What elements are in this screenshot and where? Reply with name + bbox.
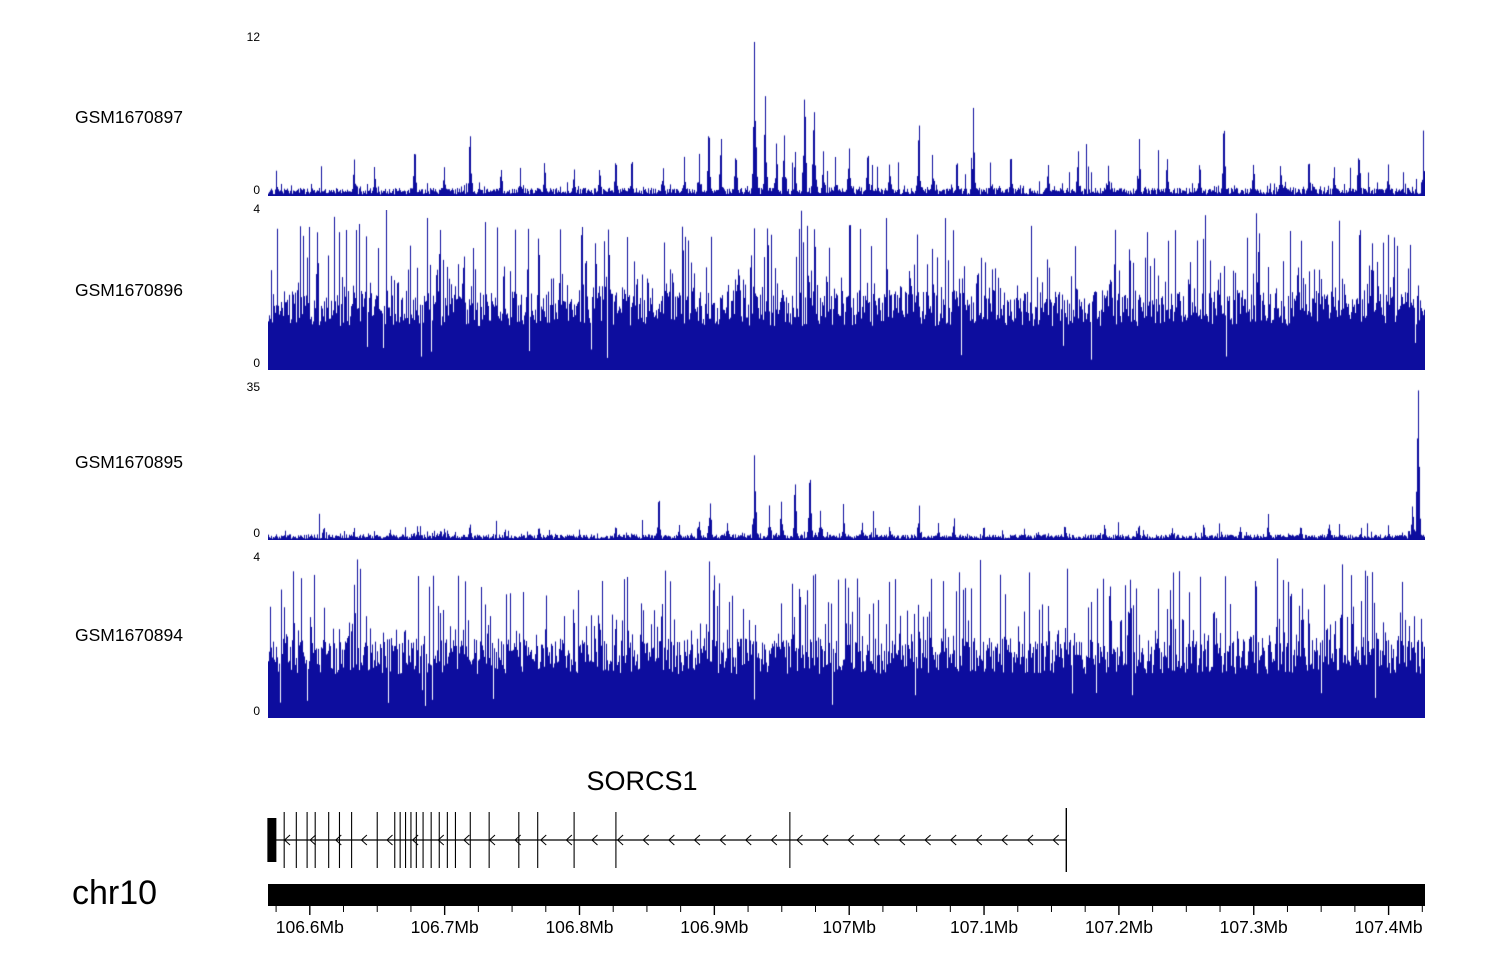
track-1-signal-plot	[268, 38, 1425, 196]
track-1-y0-label: 0	[253, 183, 260, 197]
track-4-ymax-label: 4	[253, 550, 260, 564]
axis-tick-label-107-3: 107.3Mb	[1219, 917, 1288, 937]
axis-tick-label-107-4: 107.4Mb	[1354, 917, 1423, 937]
track-1-label: GSM1670897	[75, 107, 183, 127]
gene-model-diagram	[267, 808, 1068, 872]
chromosome-name-label: chr10	[72, 874, 158, 912]
axis-tick-label-106-8: 106.8Mb	[545, 917, 614, 937]
track-3-label: GSM1670895	[75, 452, 183, 472]
track-4-label: GSM1670894	[75, 625, 183, 645]
track-3-ymax-label: 35	[246, 380, 260, 394]
axis-tick-label-107-2: 107.2Mb	[1084, 917, 1153, 937]
axis-tick-label-106-6: 106.6Mb	[275, 917, 344, 937]
track-3-signal-plot	[268, 388, 1425, 540]
track-2-ymax-label: 4	[253, 202, 260, 216]
axis-tick-label-106-7: 106.7Mb	[410, 917, 479, 937]
track-2-label: GSM1670896	[75, 280, 183, 300]
track-4-y0-label: 0	[253, 704, 260, 718]
chromosome-bar-axis	[268, 884, 1425, 915]
track-3-y0-label: 0	[253, 526, 260, 540]
track-4-signal-plot	[268, 558, 1425, 718]
track-1-ymax-label: 12	[246, 30, 260, 44]
gene-name-label: SORCS1	[586, 766, 698, 796]
axis-tick-label-107-1: 107.1Mb	[949, 917, 1019, 937]
axis-tick-label-107: 107Mb	[822, 917, 876, 937]
axis-tick-label-106-9: 106.9Mb	[680, 917, 749, 937]
track-2-signal-plot	[268, 210, 1425, 370]
track-2-y0-label: 0	[253, 356, 260, 370]
